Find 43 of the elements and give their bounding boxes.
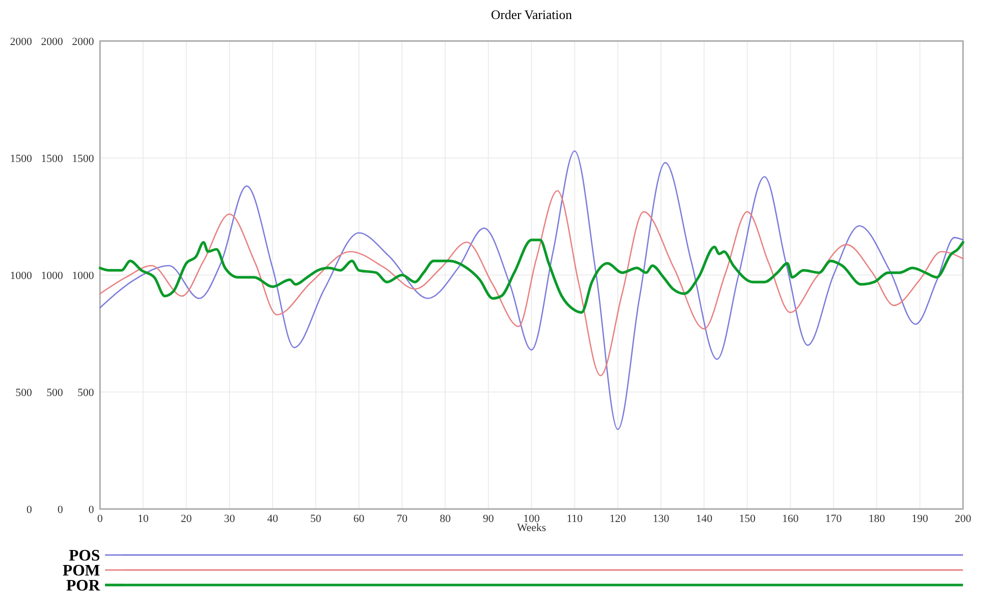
y3-tick-label: 500 [16, 386, 32, 399]
x-tick-label: 50 [310, 512, 322, 525]
x-tick-label: 150 [739, 512, 756, 525]
line-series [99, 150, 964, 430]
x-tick-label: 130 [652, 512, 670, 525]
legend-label: POR [66, 578, 100, 595]
legend-label: POM [62, 562, 100, 580]
y2-tick-label: 2000 [72, 36, 94, 48]
x-tick-label: 70 [396, 512, 408, 525]
y3-tick-label: 2000 [10, 36, 32, 48]
y-tick-label: 500 [46, 386, 64, 399]
y2-tick-label: 500 [78, 386, 94, 399]
y2-tick-label: 1500 [72, 152, 94, 165]
x-tick-label: 20 [180, 512, 192, 525]
y-tick-label: 2000 [41, 36, 64, 48]
x-tick-label: 120 [610, 512, 627, 525]
x-tick-label: 190 [912, 512, 929, 525]
x-tick-label: 170 [825, 512, 842, 525]
x-tick-label: 110 [566, 512, 584, 525]
chart-title: Order Variation [491, 7, 572, 22]
x-tick-label: 90 [482, 512, 494, 525]
x-tick-label: 160 [782, 512, 800, 525]
y3-tick-label: 1500 [10, 152, 32, 165]
x-tick-label: 140 [696, 512, 713, 525]
y3-tick-label: 0 [26, 504, 32, 516]
y2-tick-label: 0 [88, 504, 94, 516]
x-axis-title: Weeks [516, 522, 546, 534]
x-tick-label: 30 [224, 512, 236, 525]
x-tick-label: 180 [868, 512, 886, 525]
y-tick-label: 1000 [41, 270, 64, 282]
x-tick-label: 60 [353, 512, 365, 525]
x-tick-label: 80 [440, 512, 452, 525]
x-tick-label: 200 [954, 512, 972, 525]
y3-tick-label: 1000 [10, 270, 32, 282]
x-tick-label: 40 [267, 512, 279, 525]
line-series [98, 238, 964, 314]
x-tick-label: 0 [97, 512, 104, 525]
x-tick-label: 10 [138, 512, 150, 525]
y-tick-label: 0 [58, 504, 64, 516]
y2-tick-label: 1000 [72, 270, 94, 282]
y-tick-label: 1500 [41, 152, 64, 165]
legend-label: POS [68, 548, 100, 565]
line-series [99, 190, 964, 376]
